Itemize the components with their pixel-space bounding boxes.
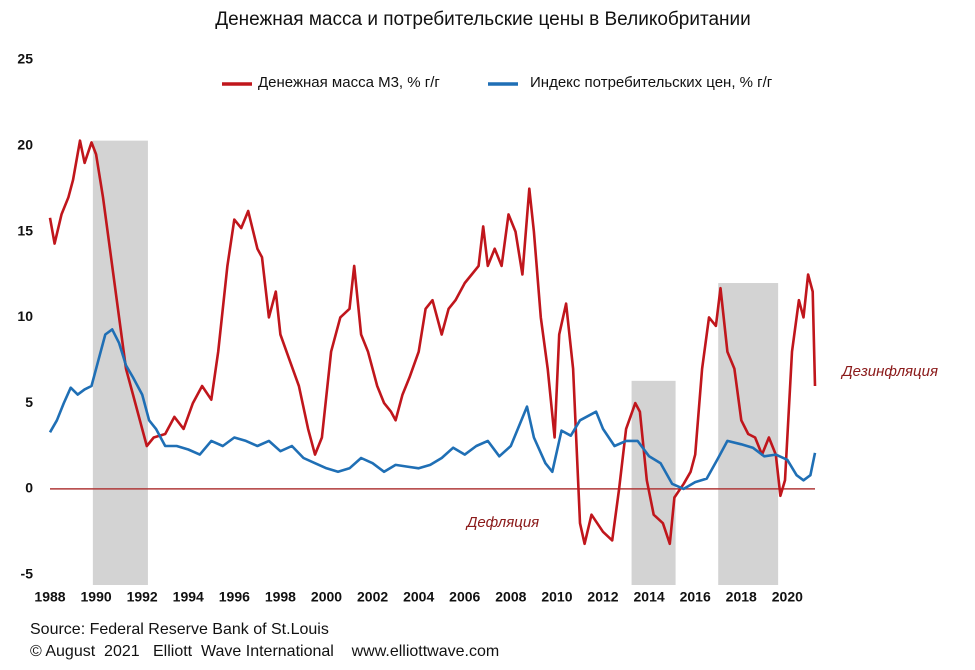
x-tick-label: 1992 bbox=[127, 589, 158, 605]
x-tick-label: 1996 bbox=[219, 589, 250, 605]
x-tick-label: 2006 bbox=[449, 589, 480, 605]
x-tick-label: 2016 bbox=[680, 589, 711, 605]
y-tick-label: 15 bbox=[17, 222, 33, 238]
y-tick-label: 25 bbox=[17, 51, 33, 67]
x-tick-label: 1988 bbox=[34, 589, 65, 605]
y-tick-label: 10 bbox=[17, 308, 33, 324]
shaded-period bbox=[92, 140, 148, 585]
y-tick-label: 20 bbox=[17, 136, 33, 152]
x-tick-label: 2020 bbox=[772, 589, 803, 605]
x-tick-label: 2008 bbox=[495, 589, 526, 605]
legend-label: Индекс потребительских цен, % г/г bbox=[530, 74, 773, 91]
y-tick-label: 0 bbox=[25, 480, 33, 496]
y-tick-label: 5 bbox=[25, 394, 33, 410]
x-tick-label: 1990 bbox=[81, 589, 112, 605]
y-tick-label: -5 bbox=[21, 565, 34, 581]
x-tick-label: 2014 bbox=[634, 589, 665, 605]
x-tick-label: 2002 bbox=[357, 589, 388, 605]
source: © August 2021 Elliott Wave International… bbox=[30, 643, 499, 660]
annotation: Дефляция bbox=[465, 514, 539, 531]
shaded-period bbox=[631, 380, 676, 585]
x-tick-label: 2012 bbox=[587, 589, 618, 605]
x-tick-label: 2004 bbox=[403, 589, 434, 605]
legend-label: Денежная масса М3, % г/г bbox=[258, 74, 440, 91]
x-tick-label: 1998 bbox=[265, 589, 296, 605]
x-tick-label: 2010 bbox=[541, 589, 572, 605]
x-tick-label: 2000 bbox=[311, 589, 342, 605]
x-tick-label: 1994 bbox=[173, 589, 204, 605]
annotation: Дезинфляция bbox=[840, 363, 938, 380]
chart-title: Денежная масса и потребительские цены в … bbox=[215, 9, 751, 30]
series-line bbox=[48, 139, 817, 546]
source: Source: Federal Reserve Bank of St.Louis bbox=[30, 621, 329, 638]
x-tick-label: 2018 bbox=[726, 589, 757, 605]
series-line bbox=[48, 328, 817, 491]
